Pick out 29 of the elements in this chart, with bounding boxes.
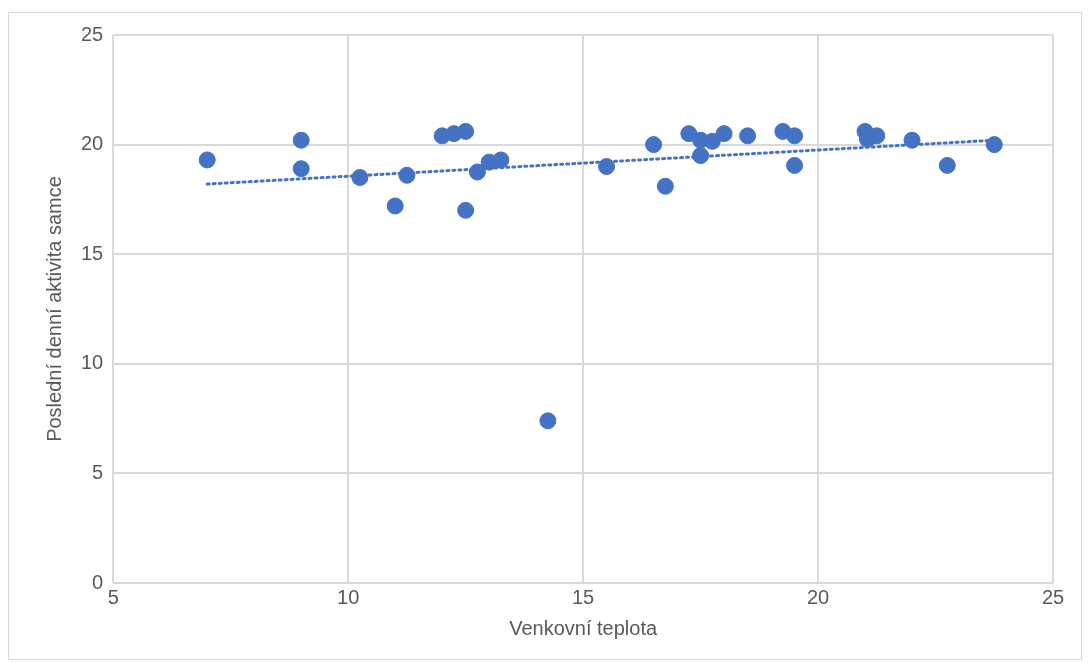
x-axis-title: Venkovní teplota xyxy=(509,616,658,639)
point xyxy=(645,136,663,154)
point xyxy=(198,151,216,169)
point xyxy=(985,136,1003,154)
x-tick-label: 15 xyxy=(572,585,595,608)
point xyxy=(292,160,310,178)
x-tick-label: 5 xyxy=(107,585,119,608)
y-tick-label: 10 xyxy=(81,351,104,374)
point xyxy=(539,412,557,430)
point xyxy=(786,156,804,174)
point xyxy=(386,197,404,215)
point xyxy=(656,177,674,195)
y-tick-label: 15 xyxy=(81,241,104,264)
point xyxy=(457,122,475,140)
y-axis-title: Poslední denní aktivita samce xyxy=(42,176,65,442)
y-tick-label: 5 xyxy=(92,460,104,483)
y-tick-label: 20 xyxy=(81,132,104,155)
point xyxy=(492,151,510,169)
x-tick-label: 25 xyxy=(1041,585,1065,608)
y-tick-label: 0 xyxy=(92,570,104,593)
point xyxy=(715,125,733,143)
point xyxy=(292,131,310,149)
point xyxy=(457,201,475,219)
y-tick-label: 25 xyxy=(81,22,104,45)
point xyxy=(739,127,757,145)
x-tick-label: 20 xyxy=(806,585,830,608)
point xyxy=(938,156,956,174)
x-tick-label: 10 xyxy=(337,585,360,608)
point xyxy=(786,127,804,145)
